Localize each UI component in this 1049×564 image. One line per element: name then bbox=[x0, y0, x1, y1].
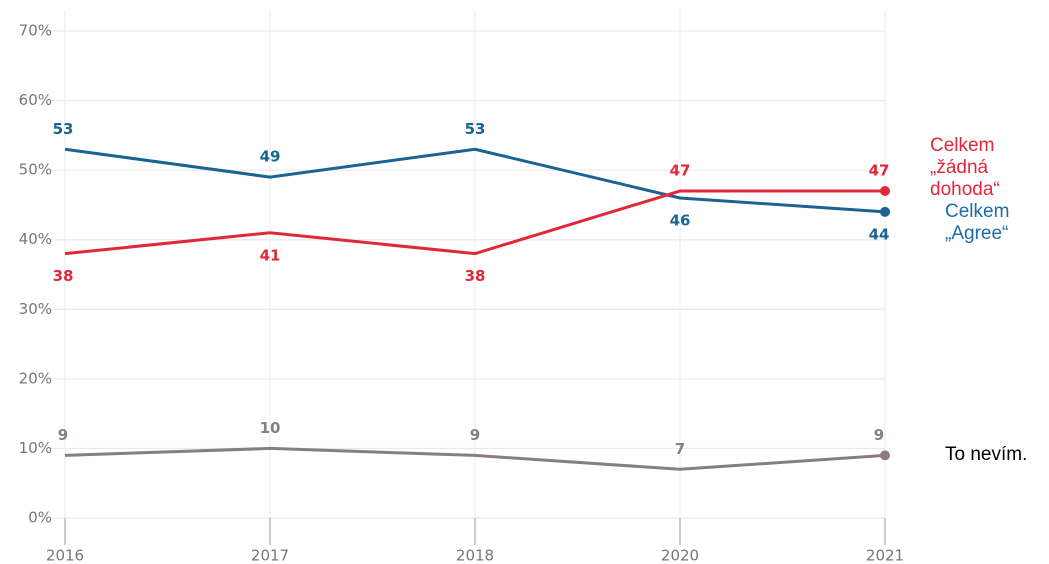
data-label: 9 bbox=[58, 426, 68, 444]
legend-line: „žádná bbox=[930, 157, 989, 178]
data-label: 49 bbox=[260, 148, 281, 166]
legend-line: „Agree“ bbox=[945, 223, 1008, 244]
y-tick-label: 70% bbox=[19, 22, 52, 40]
data-label: 9 bbox=[874, 426, 884, 444]
x-tick-label: 2017 bbox=[251, 547, 289, 564]
x-tick-label: 2020 bbox=[661, 547, 699, 564]
legend-label: To nevím. bbox=[945, 444, 1027, 465]
data-label: 47 bbox=[670, 162, 691, 180]
data-label: 10 bbox=[260, 419, 281, 437]
y-tick-label: 0% bbox=[28, 509, 52, 527]
legend-label: Celkem „žádná dohoda“ bbox=[930, 135, 1000, 200]
legend-label: Celkem „Agree“ bbox=[945, 201, 1009, 244]
y-tick-label: 60% bbox=[19, 91, 52, 109]
series-line bbox=[64, 147, 886, 214]
data-label: 38 bbox=[53, 267, 74, 285]
end-dot bbox=[880, 186, 890, 197]
legend-line: dohoda“ bbox=[930, 179, 1000, 200]
data-label: 44 bbox=[869, 225, 890, 243]
data-label: 53 bbox=[53, 120, 74, 138]
end-dot bbox=[880, 450, 890, 461]
x-tick-label: 2018 bbox=[456, 547, 494, 564]
legend-line: Celkem bbox=[930, 135, 994, 156]
legend-line: Celkem bbox=[945, 201, 1009, 222]
data-label: 53 bbox=[465, 120, 486, 138]
data-label: 7 bbox=[675, 440, 685, 458]
y-tick-label: 20% bbox=[19, 369, 52, 387]
end-dot bbox=[880, 206, 890, 217]
data-label: 41 bbox=[260, 246, 281, 264]
x-tick-label: 2021 bbox=[866, 547, 904, 564]
data-label: 38 bbox=[465, 267, 486, 285]
series-line bbox=[64, 189, 885, 256]
y-tick-label: 40% bbox=[19, 230, 52, 248]
series-line bbox=[64, 446, 886, 471]
data-label: 46 bbox=[670, 211, 691, 229]
data-label: 47 bbox=[869, 162, 890, 180]
y-tick-label: 30% bbox=[19, 300, 52, 318]
x-tick-label: 2016 bbox=[46, 547, 84, 564]
y-tick-label: 50% bbox=[19, 161, 52, 179]
y-tick-label: 10% bbox=[19, 439, 52, 457]
data-label: 9 bbox=[470, 426, 480, 444]
